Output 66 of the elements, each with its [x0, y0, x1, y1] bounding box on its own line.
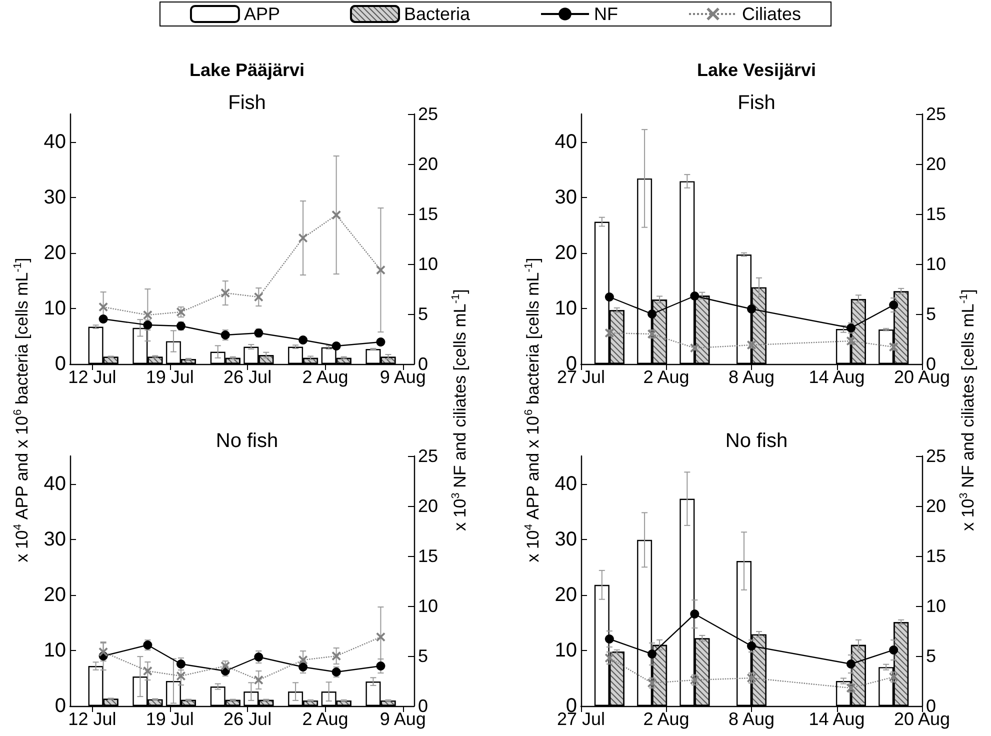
- y2-tick-label: 5: [418, 304, 428, 324]
- x-tick-label: 2 Aug: [643, 709, 690, 729]
- y2-tick-label: 5: [418, 646, 428, 666]
- y-tick-label: 30: [44, 186, 66, 208]
- y-tick-label: 30: [554, 528, 577, 550]
- y2-tick-label: 15: [418, 546, 438, 566]
- chart-title: No fish: [216, 430, 278, 452]
- y-axis-title: x 104 APP and x 106 bacteria [cells mL-1]: [12, 258, 32, 562]
- x-tick-label: 19 Jul: [146, 709, 194, 729]
- y-tick-label: 40: [44, 472, 66, 495]
- y2-tick-label: 5: [926, 646, 936, 666]
- y-tick-label: 0: [54, 353, 66, 375]
- x-tick-label: 12 Jul: [68, 367, 116, 387]
- y2-tick-label: 10: [418, 254, 438, 274]
- y-axis-title: x 104 APP and x 106 bacteria [cells mL-1]: [523, 258, 542, 562]
- x-tick-label: 2 Aug: [643, 367, 690, 387]
- y-tick-label: 10: [554, 297, 577, 320]
- x-tick-label: 14 Aug: [808, 367, 865, 387]
- x-tick-label: 14 Aug: [808, 709, 865, 729]
- x-tick-label: 8 Aug: [728, 709, 775, 729]
- legend-label: NF: [594, 4, 618, 24]
- y-tick-label: 10: [554, 639, 577, 662]
- chart-subtitle: Fish: [228, 92, 266, 114]
- x-tick-label: 26 Jul: [224, 709, 272, 729]
- y2-tick-label: 10: [926, 254, 946, 274]
- y2-tick-label: 25: [418, 446, 438, 466]
- y-tick-label: 30: [554, 186, 577, 208]
- y2-tick-label: 15: [926, 204, 946, 224]
- y-tick-label: 10: [44, 639, 66, 662]
- y-tick-label: 0: [54, 695, 66, 717]
- x-tick-label: 26 Jul: [224, 367, 272, 387]
- chart-subtitle: Fish: [738, 92, 776, 114]
- y-tick-label: 30: [44, 528, 66, 550]
- y2-axis-title: x 103 NF and ciliates [cells mL-1]: [958, 289, 978, 531]
- y-tick-label: 40: [554, 472, 577, 495]
- y-tick-label: 20: [554, 584, 577, 606]
- x-tick-label: 19 Jul: [146, 367, 194, 387]
- x-tick-label: 8 Aug: [728, 367, 775, 387]
- x-tick-label: 12 Jul: [68, 709, 116, 729]
- y2-tick-label: 5: [926, 304, 936, 324]
- y2-tick-label: 10: [418, 596, 438, 616]
- y2-tick-label: 15: [926, 546, 946, 566]
- x-tick-label: 2 Aug: [302, 367, 348, 387]
- y-tick-label: 20: [554, 242, 577, 264]
- y-tick-label: 40: [554, 130, 577, 153]
- legend-label: Bacteria: [404, 4, 472, 24]
- chart-title: Lake Vesijärvi: [696, 60, 816, 80]
- y-tick-label: 40: [44, 130, 66, 153]
- x-tick-label: 2 Aug: [302, 709, 348, 729]
- y2-tick-label: 15: [418, 204, 438, 224]
- y-tick-label: 20: [44, 584, 66, 606]
- chart-title: No fish: [725, 430, 788, 452]
- y2-tick-label: 20: [926, 154, 946, 174]
- y2-tick-label: 20: [418, 154, 438, 174]
- y2-tick-label: 10: [926, 596, 946, 616]
- y2-tick-label: 25: [418, 104, 438, 124]
- y2-tick-label: 25: [926, 446, 946, 466]
- y2-axis-title: x 103 NF and ciliates [cells mL-1]: [450, 289, 470, 531]
- chart-title: Lake Pääjärvi: [189, 60, 305, 80]
- legend-label: APP: [244, 4, 280, 24]
- legend-label: Ciliates: [742, 4, 802, 24]
- y2-tick-label: 20: [418, 496, 438, 516]
- y-tick-label: 10: [44, 297, 66, 320]
- y2-tick-label: 20: [926, 496, 946, 516]
- y2-tick-label: 25: [926, 104, 946, 124]
- y-tick-label: 20: [44, 242, 66, 264]
